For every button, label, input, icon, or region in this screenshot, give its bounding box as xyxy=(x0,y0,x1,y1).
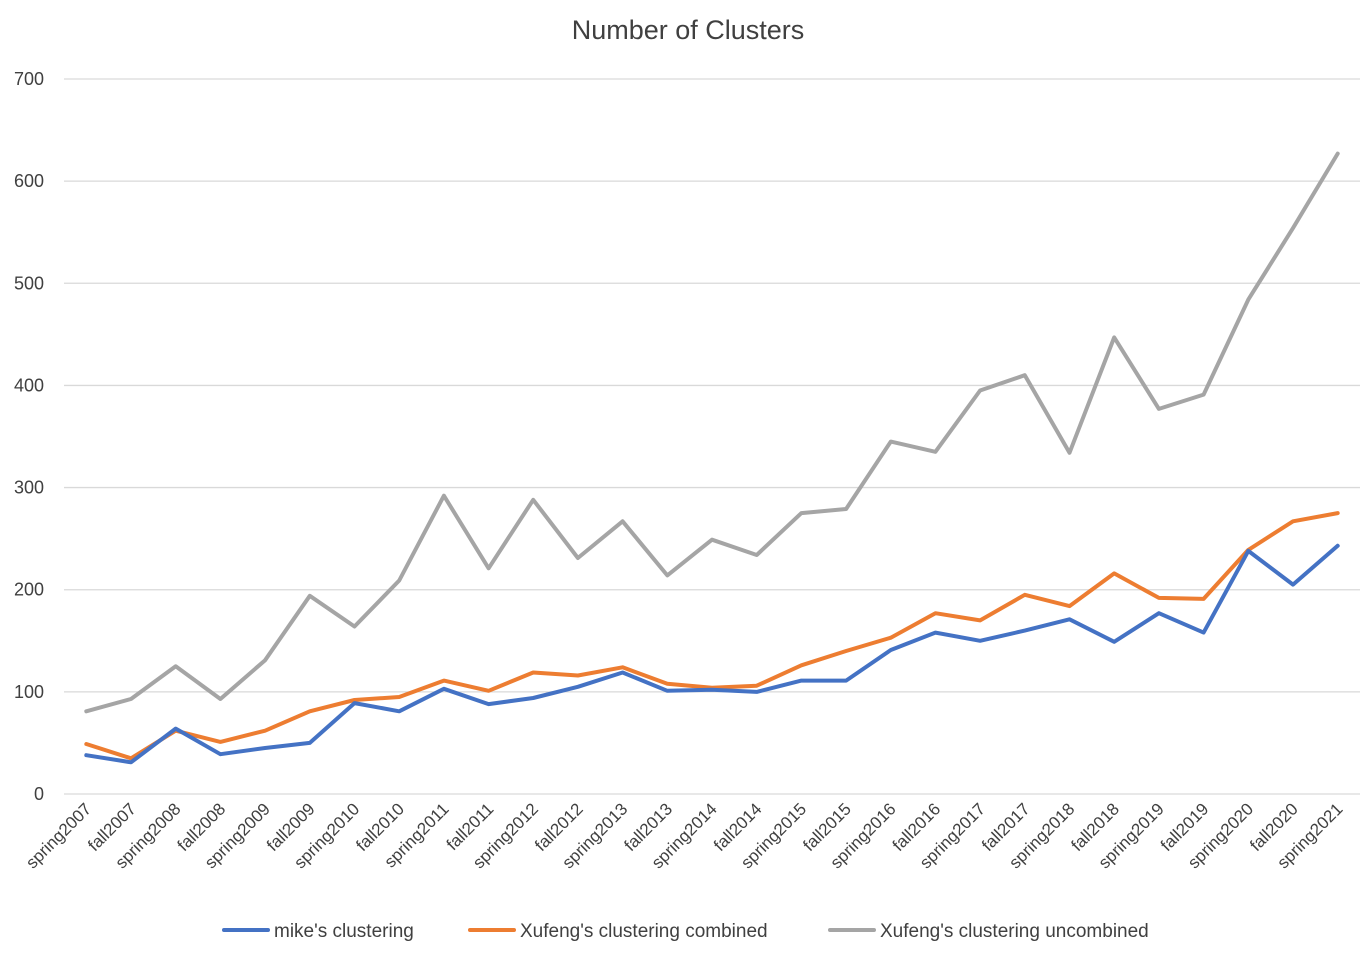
y-tick-label: 0 xyxy=(34,784,44,804)
series-line-2 xyxy=(84,151,1340,714)
y-tick-label: 100 xyxy=(14,682,44,702)
series-line-1 xyxy=(84,511,1340,761)
legend: mike's clustering Xufeng's clustering com… xyxy=(222,921,1149,942)
y-tick-label: 300 xyxy=(14,478,44,498)
legend-label-0: mike's clustering xyxy=(274,921,414,942)
gridlines xyxy=(64,78,1360,795)
y-axis-ticks: 0 100 200 300 400 500 600 700 xyxy=(14,69,44,804)
legend-label-2: Xufeng's clustering uncombined xyxy=(880,921,1149,942)
x-axis-ticks: spring2007fall2007spring2008fall2008spri… xyxy=(22,799,1346,872)
y-tick-label: 600 xyxy=(14,171,44,191)
legend-label-1: Xufeng's clustering combined xyxy=(520,921,768,942)
y-tick-label: 500 xyxy=(14,273,44,293)
y-tick-label: 400 xyxy=(14,375,44,395)
chart-title: Number of Clusters xyxy=(572,15,805,45)
series-lines xyxy=(84,151,1340,765)
x-tick-label: spring2007 xyxy=(22,799,95,872)
y-tick-label: 700 xyxy=(14,69,44,89)
y-tick-label: 200 xyxy=(14,580,44,600)
series-line-0 xyxy=(84,543,1340,765)
